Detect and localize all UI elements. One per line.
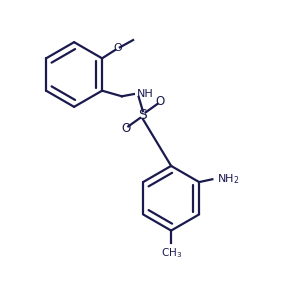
- Text: O: O: [113, 43, 122, 53]
- Text: CH$_3$: CH$_3$: [160, 247, 182, 260]
- Text: NH: NH: [137, 89, 154, 99]
- Text: O: O: [155, 95, 164, 108]
- Text: O: O: [121, 122, 131, 135]
- Text: S: S: [138, 108, 147, 122]
- Text: NH$_2$: NH$_2$: [217, 172, 240, 186]
